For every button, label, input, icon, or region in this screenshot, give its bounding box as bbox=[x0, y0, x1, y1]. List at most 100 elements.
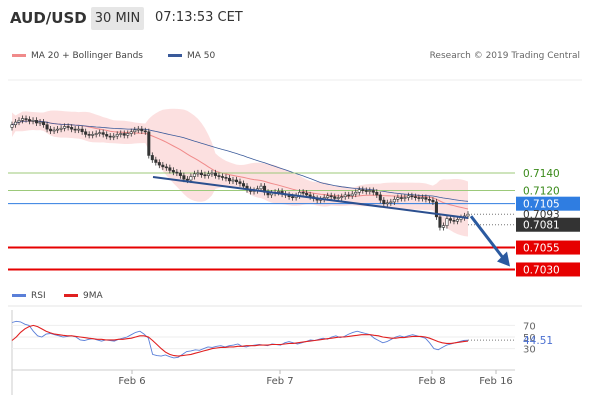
rsi-series-9ma bbox=[11, 324, 469, 357]
candle bbox=[154, 156, 158, 166]
candle bbox=[227, 175, 231, 184]
candle-body bbox=[112, 135, 116, 138]
candle-body bbox=[382, 199, 386, 204]
rsi-tick-label: 50 bbox=[523, 333, 536, 344]
candle-body bbox=[424, 197, 428, 200]
candle bbox=[234, 176, 239, 185]
candle-body bbox=[392, 198, 396, 203]
candle-body bbox=[185, 178, 189, 181]
level-label-0.7140: 0.7140 bbox=[523, 168, 560, 180]
candle-body bbox=[466, 213, 470, 217]
level-labels-layer: 0.71400.71200.71050.70930.70810.70550.70… bbox=[516, 168, 580, 277]
candle bbox=[340, 193, 344, 201]
candle-body bbox=[66, 126, 70, 128]
candle bbox=[357, 186, 361, 196]
candle-body bbox=[357, 189, 361, 193]
candle bbox=[49, 126, 53, 134]
candle-body bbox=[452, 220, 456, 222]
candle bbox=[147, 128, 151, 159]
candle-body bbox=[333, 196, 337, 199]
candle-body bbox=[98, 132, 102, 134]
candle-body bbox=[301, 191, 305, 194]
legend-swatch-9ma bbox=[64, 294, 78, 297]
candle bbox=[136, 126, 140, 134]
candle bbox=[38, 119, 42, 127]
candle-body bbox=[375, 191, 379, 196]
candle bbox=[129, 128, 133, 137]
level-label-bg bbox=[516, 240, 580, 255]
candle-body bbox=[259, 185, 263, 190]
candle-body bbox=[340, 196, 344, 198]
candle bbox=[455, 216, 459, 225]
candle-body bbox=[213, 172, 217, 176]
candle-body bbox=[189, 176, 193, 181]
candle-body bbox=[347, 194, 351, 197]
candle-body bbox=[234, 179, 239, 183]
candle-body bbox=[38, 121, 42, 124]
candle-body bbox=[192, 173, 196, 177]
candle-body bbox=[231, 179, 235, 182]
trend-line bbox=[152, 176, 469, 219]
candle-body bbox=[427, 198, 431, 201]
candle-body bbox=[343, 194, 347, 197]
level-label-0.7055: 0.7055 bbox=[516, 240, 580, 255]
level-label-text: 0.7030 bbox=[523, 264, 560, 276]
candle-body bbox=[17, 120, 21, 123]
candle bbox=[87, 131, 91, 139]
candle-body bbox=[150, 155, 154, 161]
candle-body bbox=[143, 130, 147, 133]
candle bbox=[10, 121, 14, 131]
candle-body bbox=[385, 202, 389, 205]
candle bbox=[392, 196, 396, 205]
timeframe-badge[interactable]: 30 MIN bbox=[91, 7, 144, 30]
candle bbox=[126, 130, 130, 139]
candle-body bbox=[126, 133, 130, 136]
candle-body bbox=[361, 189, 365, 191]
candle bbox=[42, 119, 46, 128]
candle-body bbox=[434, 201, 438, 218]
candle-body bbox=[171, 170, 175, 173]
x-tick-label: Feb 16 bbox=[479, 376, 513, 387]
candle bbox=[122, 130, 126, 139]
candle bbox=[329, 192, 333, 200]
candle-body bbox=[13, 121, 18, 126]
candle bbox=[140, 126, 144, 134]
candle-body bbox=[119, 133, 123, 135]
legend-item-rsi: RSI bbox=[12, 291, 46, 301]
candle-body bbox=[217, 175, 221, 177]
candle bbox=[108, 133, 112, 141]
candle-body bbox=[182, 175, 186, 180]
candle-body bbox=[206, 173, 210, 176]
legend-label-ma50: MA 50 bbox=[187, 51, 216, 61]
ma20-line bbox=[11, 120, 469, 210]
candle-body bbox=[63, 126, 67, 129]
candle bbox=[238, 178, 242, 187]
candle bbox=[427, 196, 431, 204]
candle bbox=[441, 222, 445, 231]
candle-body bbox=[354, 191, 358, 195]
candle-body bbox=[24, 118, 28, 120]
candle bbox=[199, 169, 203, 178]
candle-body bbox=[10, 124, 14, 128]
candle bbox=[368, 187, 372, 195]
legend-label-rsi: RSI bbox=[31, 291, 46, 301]
candle bbox=[396, 194, 400, 203]
candle-body bbox=[49, 128, 53, 132]
candle bbox=[213, 169, 217, 179]
candle bbox=[94, 130, 98, 138]
candle bbox=[52, 126, 56, 134]
candle-body bbox=[350, 193, 354, 197]
candle bbox=[220, 173, 224, 181]
legend-swatch-bollinger bbox=[12, 54, 26, 57]
candle-body bbox=[410, 195, 414, 198]
candle-body bbox=[52, 129, 56, 132]
trend-arrow-head bbox=[497, 251, 510, 267]
credit-text: Research © 2019 Trading Central bbox=[429, 51, 580, 61]
candle-body bbox=[403, 197, 407, 199]
candle-body bbox=[241, 183, 246, 187]
candle-body bbox=[154, 159, 158, 163]
candle bbox=[448, 215, 452, 224]
candle-body bbox=[413, 196, 417, 198]
